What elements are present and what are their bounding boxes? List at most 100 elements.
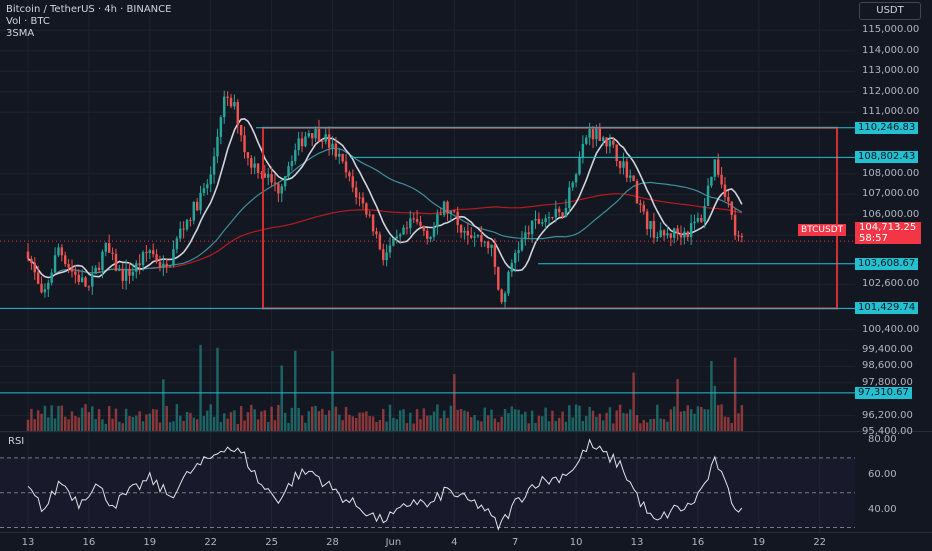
- candle-body: [507, 271, 510, 294]
- candle-body: [310, 133, 314, 139]
- indicator-label[interactable]: 3SMA: [6, 28, 35, 39]
- candle-body: [324, 134, 327, 142]
- candle-body: [30, 258, 33, 263]
- candle-body: [53, 255, 57, 273]
- candle-body: [574, 174, 578, 183]
- candle-body: [426, 230, 429, 239]
- volume-bar: [618, 404, 622, 432]
- volume-bar: [432, 411, 436, 432]
- volume-bar: [706, 409, 710, 432]
- symbol-title[interactable]: Bitcoin / TetherUS · 4h · BINANCE: [6, 4, 172, 15]
- volume-bar: [561, 411, 564, 432]
- candle-body: [263, 173, 267, 178]
- volume-bar: [236, 423, 239, 432]
- volume-bar: [446, 417, 449, 432]
- candle-body: [348, 172, 351, 177]
- candle-body: [649, 221, 652, 230]
- price-axis-tick: 106,000.00: [862, 208, 920, 220]
- candle-body: [710, 176, 713, 186]
- volume-bar: [507, 413, 510, 432]
- volume-bar: [266, 421, 270, 432]
- candle-body: [223, 96, 226, 118]
- volume-bar: [473, 415, 476, 432]
- volume-bar: [216, 347, 219, 432]
- candle-body: [321, 140, 324, 142]
- volume-bar: [591, 410, 595, 432]
- volume-bar: [185, 411, 189, 432]
- candle-body: [260, 172, 263, 174]
- rsi-title[interactable]: RSI: [8, 436, 25, 447]
- candle-body: [385, 252, 388, 261]
- volume-bar: [429, 415, 432, 432]
- volume-bar: [598, 413, 602, 432]
- candle-body: [588, 129, 591, 138]
- volume-bar: [426, 415, 429, 432]
- candle-body: [60, 247, 64, 256]
- volume-bar: [30, 408, 33, 432]
- candle-body: [618, 161, 622, 168]
- time-axis-tick: 22: [813, 537, 827, 548]
- time-axis-tick: 25: [265, 537, 278, 548]
- candle-body: [635, 180, 639, 204]
- candle-body: [730, 201, 733, 216]
- volume-bar: [47, 417, 50, 432]
- volume-bar: [256, 419, 260, 432]
- volume-bar: [182, 420, 185, 432]
- volume-bar: [689, 409, 693, 432]
- candle-body: [513, 252, 517, 264]
- volume-bar: [608, 407, 612, 432]
- volume-bar: [696, 406, 700, 432]
- price-axis-tick: 112,000.00: [862, 85, 920, 97]
- candle-body: [510, 263, 514, 272]
- volume-bar: [676, 379, 679, 432]
- volume-bar: [683, 411, 686, 432]
- candle-body: [118, 269, 121, 271]
- pane-separator[interactable]: [0, 431, 932, 432]
- volume-bar: [273, 420, 277, 432]
- price-axis-tick: 108,000.00: [862, 167, 920, 179]
- volume-bar: [368, 416, 371, 432]
- symbol-price-tag: BTCUSDT: [798, 224, 847, 236]
- candle-body: [473, 236, 476, 238]
- candle-body: [80, 277, 84, 282]
- candle-body: [250, 158, 253, 168]
- volume-bar: [716, 405, 720, 432]
- volume-bar: [659, 418, 662, 432]
- candle-body: [192, 201, 196, 221]
- candle-body: [290, 161, 294, 167]
- candle-body: [517, 250, 520, 253]
- volume-bar: [209, 404, 212, 432]
- volume-bar: [740, 405, 744, 432]
- candle-body: [672, 228, 676, 238]
- volume-bar: [280, 365, 283, 432]
- volume-bar: [310, 406, 314, 432]
- currency-button[interactable]: USDT: [859, 2, 921, 20]
- candle-body: [520, 239, 524, 251]
- annotations[interactable]: [0, 126, 855, 394]
- candle-body: [645, 211, 649, 230]
- volume-bar: [375, 422, 378, 432]
- volume-bar: [727, 417, 730, 432]
- volume-bar: [365, 411, 368, 432]
- volume-bar: [94, 419, 97, 432]
- candle-body: [453, 210, 456, 212]
- candle-body: [557, 208, 561, 213]
- volume-bar: [629, 409, 632, 432]
- candle-body: [612, 140, 615, 145]
- volume-bar: [250, 404, 253, 432]
- candle-body: [490, 244, 493, 248]
- volume-bar: [226, 418, 229, 432]
- volume-bar: [723, 416, 727, 432]
- candle-body: [206, 184, 209, 189]
- volume-bar: [43, 405, 47, 432]
- volume-bar: [270, 406, 273, 432]
- time-axis-tick: 13: [21, 537, 35, 548]
- candle-body: [236, 102, 239, 126]
- candle-body: [165, 263, 168, 267]
- volume-bar: [568, 405, 571, 432]
- time-axis[interactable]: 13 16 19 22 25 28 Jun 4 7 10 13 16 19 22: [0, 532, 932, 551]
- volume-label[interactable]: Vol · BTC: [6, 16, 50, 27]
- candle-body: [422, 225, 426, 231]
- candle-body: [266, 174, 270, 178]
